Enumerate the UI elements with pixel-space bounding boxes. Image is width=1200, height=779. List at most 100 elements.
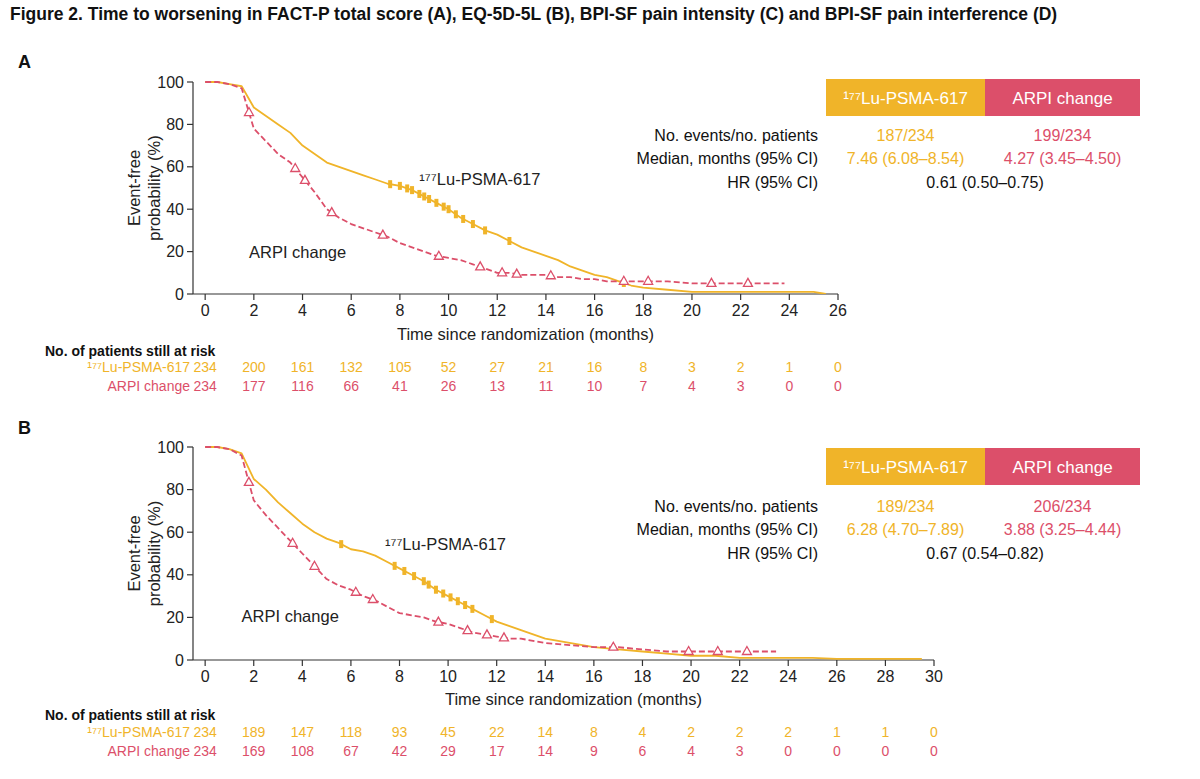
at-risk-value: 0 xyxy=(930,743,938,759)
x-axis xyxy=(193,293,838,294)
at-risk-value: 169 xyxy=(242,743,266,759)
y-axis-label-line: probability (%) xyxy=(145,135,163,240)
at-risk-value: 6 xyxy=(639,743,647,759)
at-risk-value: 1 xyxy=(882,724,890,740)
x-tick xyxy=(594,294,595,300)
censor-mark xyxy=(327,208,336,216)
annotation: ¹⁷⁷Lu-PSMA-617 xyxy=(385,535,506,553)
censor-mark xyxy=(378,230,387,238)
series-line xyxy=(205,82,784,283)
censor-mark xyxy=(619,276,628,284)
y-tick xyxy=(187,574,193,575)
x-tick xyxy=(205,294,206,300)
censor-mark xyxy=(454,210,458,218)
at-risk-value: 0 xyxy=(882,743,890,759)
x-tick-label: 8 xyxy=(395,302,404,319)
censor-mark xyxy=(743,278,752,286)
censor-mark xyxy=(644,276,653,284)
at-risk-value: 7 xyxy=(639,378,647,394)
y-tick xyxy=(187,489,193,490)
censor-mark xyxy=(463,626,472,634)
x-tick xyxy=(836,660,837,666)
at-risk-value: 41 xyxy=(392,378,408,394)
x-tick-label: 14 xyxy=(537,302,555,319)
at-risk-value: 0 xyxy=(834,378,842,394)
y-axis-label: Event-freeprobability (%) xyxy=(125,501,163,606)
at-risk-value: 0 xyxy=(930,724,938,740)
stats-label: No. events/no. patients xyxy=(654,127,818,144)
at-risk-value: 14 xyxy=(537,724,553,740)
censor-mark xyxy=(490,615,494,623)
at-risk-value: 52 xyxy=(441,359,457,375)
at-risk-title: No. of patients still at risk xyxy=(45,707,216,723)
panel-letter: B xyxy=(18,418,31,438)
stats-label: Median, months (95% CI) xyxy=(637,521,818,538)
at-risk-value: 2 xyxy=(736,724,744,740)
at-risk-value: 0 xyxy=(833,743,841,759)
censor-mark xyxy=(461,215,465,223)
censor-mark xyxy=(434,617,443,625)
x-tick xyxy=(545,660,546,666)
censor-mark xyxy=(291,163,300,171)
stats-value: 187/234 xyxy=(877,127,935,144)
x-tick-label: 30 xyxy=(925,668,943,685)
y-tick xyxy=(187,124,193,125)
x-tick-label: 12 xyxy=(488,302,506,319)
x-tick-label: 4 xyxy=(298,668,307,685)
x-tick xyxy=(350,660,351,666)
stats-header-box xyxy=(826,79,985,116)
at-risk-value: 22 xyxy=(489,724,505,740)
at-risk-label: ¹⁷⁷Lu-PSMA-617 xyxy=(87,359,190,375)
censor-mark xyxy=(410,186,414,194)
at-risk-value: 11 xyxy=(539,378,554,394)
censor-mark xyxy=(684,646,693,654)
y-tick-label: 40 xyxy=(166,201,184,218)
censor-mark xyxy=(405,184,409,192)
x-tick-label: 24 xyxy=(779,668,797,685)
y-tick xyxy=(187,659,193,660)
stats-label: HR (95% CI) xyxy=(727,174,818,191)
at-risk-value: 234 xyxy=(193,378,217,394)
x-tick xyxy=(933,660,934,666)
censor-mark xyxy=(476,262,485,270)
x-tick xyxy=(885,660,886,666)
at-risk-label: ARPI change xyxy=(108,743,191,759)
censor-mark xyxy=(427,581,431,589)
x-tick xyxy=(448,294,449,300)
x-tick-label: 10 xyxy=(439,668,457,685)
at-risk-value: 10 xyxy=(587,378,603,394)
x-tick-label: 18 xyxy=(634,302,652,319)
censor-mark xyxy=(463,601,467,609)
stats-value: 7.46 (6.08–8.54) xyxy=(847,150,964,167)
at-risk-value: 0 xyxy=(834,359,842,375)
stats-header: ¹⁷⁷Lu-PSMA-617 xyxy=(843,458,968,477)
x-axis-label: Time since randomization (months) xyxy=(397,325,654,343)
censor-mark xyxy=(412,572,416,580)
x-tick xyxy=(643,294,644,300)
stats-value: 189/234 xyxy=(877,498,935,515)
plot-area xyxy=(205,447,922,659)
y-tick-label: 0 xyxy=(175,652,184,669)
censor-mark xyxy=(427,195,431,203)
stats-value: 6.28 (4.70–7.89) xyxy=(847,521,964,538)
y-tick-label: 100 xyxy=(157,74,184,91)
x-tick-label: 20 xyxy=(683,302,701,319)
x-tick xyxy=(788,660,789,666)
x-tick xyxy=(642,660,643,666)
x-tick xyxy=(691,294,692,300)
x-tick xyxy=(399,660,400,666)
y-tick xyxy=(187,81,193,82)
x-tick-label: 18 xyxy=(634,668,652,685)
at-risk-title: No. of patients still at risk xyxy=(45,343,216,359)
y-tick-label: 20 xyxy=(166,609,184,626)
censor-mark xyxy=(434,251,443,259)
x-tick-label: 8 xyxy=(395,668,404,685)
at-risk-value: 108 xyxy=(291,743,315,759)
censor-mark xyxy=(483,226,487,234)
at-risk-value: 8 xyxy=(590,724,598,740)
x-tick-label: 16 xyxy=(585,668,603,685)
series-line xyxy=(205,447,922,659)
stats-header-box xyxy=(985,79,1140,116)
censor-mark xyxy=(447,205,451,213)
y-axis-label: Event-freeprobability (%) xyxy=(125,135,163,240)
